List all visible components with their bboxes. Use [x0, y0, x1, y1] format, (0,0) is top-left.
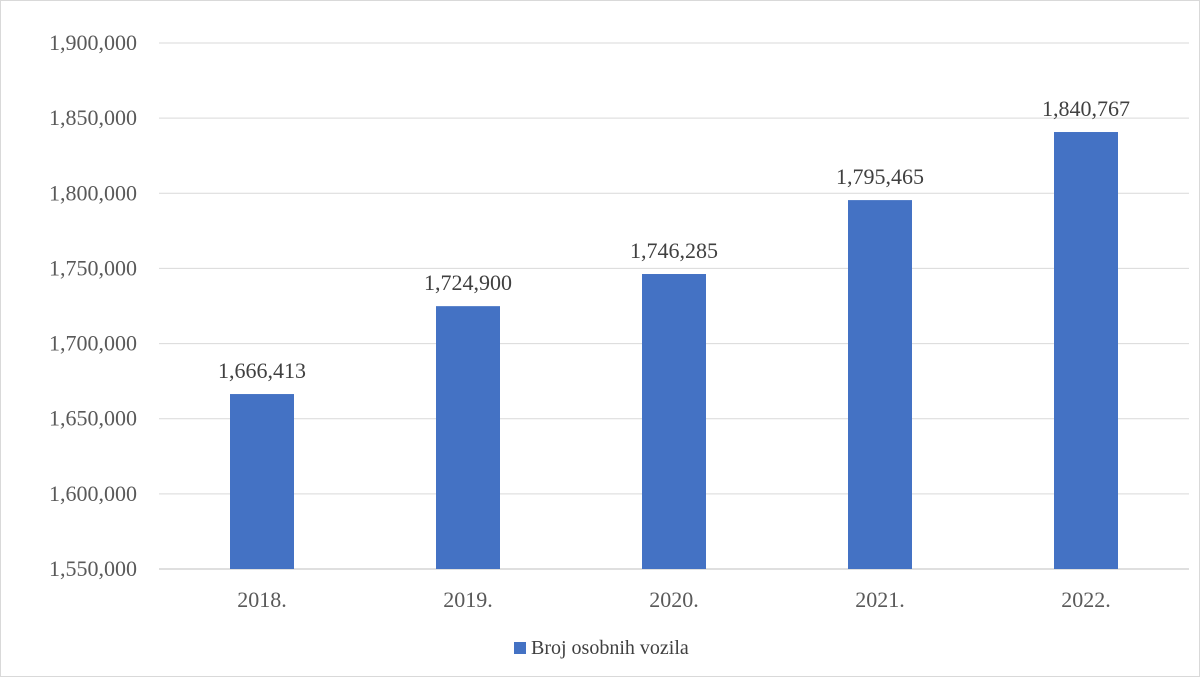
data-label: 1,795,465	[836, 164, 924, 189]
bar-2018	[230, 394, 294, 569]
data-label: 1,840,767	[1042, 96, 1130, 121]
x-tick-label: 2019.	[443, 587, 493, 612]
y-tick-label: 1,850,000	[49, 105, 137, 130]
y-tick-label: 1,650,000	[49, 406, 137, 431]
x-tick-label: 2018.	[237, 587, 287, 612]
bar-2019	[436, 306, 500, 569]
data-label: 1,746,285	[630, 238, 718, 263]
y-tick-label: 1,900,000	[49, 30, 137, 55]
data-label: 1,666,413	[218, 358, 306, 383]
y-tick-label: 1,750,000	[49, 255, 137, 280]
data-label: 1,724,900	[424, 270, 512, 295]
y-tick-label: 1,800,000	[49, 180, 137, 205]
x-tick-label: 2020.	[649, 587, 699, 612]
legend-swatch	[514, 642, 526, 654]
legend-label: Broj osobnih vozila	[531, 637, 689, 659]
bar-2022	[1054, 132, 1118, 569]
bar-2021	[848, 200, 912, 569]
x-tick-label: 2022.	[1061, 587, 1111, 612]
x-tick-label: 2021.	[855, 587, 905, 612]
y-tick-label: 1,550,000	[49, 556, 137, 581]
bar-2020	[642, 274, 706, 569]
y-tick-label: 1,700,000	[49, 331, 137, 356]
y-tick-label: 1,600,000	[49, 481, 137, 506]
